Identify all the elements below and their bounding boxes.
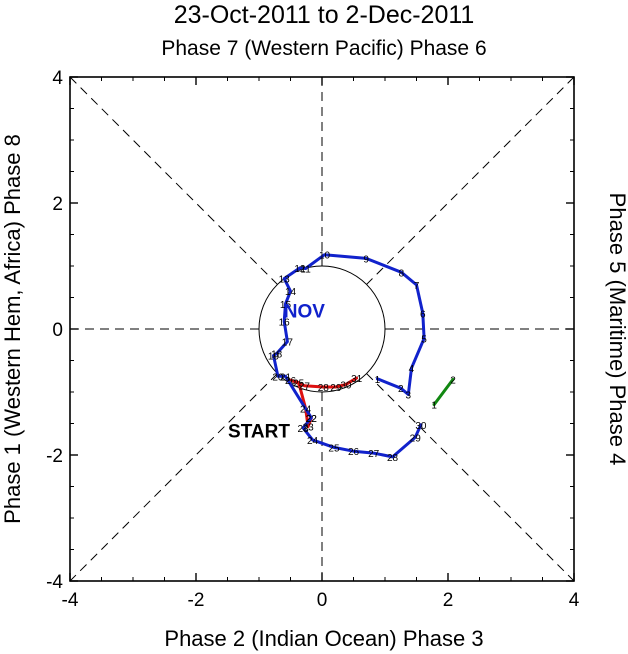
day-label: 24 xyxy=(300,404,312,415)
x-tick-label: 4 xyxy=(569,590,580,611)
day-label: 16 xyxy=(279,317,291,328)
month-label: START xyxy=(228,421,290,442)
day-label: 27 xyxy=(299,382,311,393)
series-line-oct xyxy=(289,376,359,429)
day-label: 17 xyxy=(282,338,294,349)
day-label: 11 xyxy=(300,265,311,276)
day-label: 8 xyxy=(399,268,405,279)
unit-circle xyxy=(258,265,386,393)
day-label: 27 xyxy=(368,449,380,460)
dashed-diagonal-top-right xyxy=(366,76,575,285)
day-label: 31 xyxy=(351,374,363,385)
day-label: 15 xyxy=(280,300,292,311)
day-label: 12 xyxy=(294,264,306,275)
x-tick-label: -4 xyxy=(62,590,79,611)
day-label: 19 xyxy=(268,351,280,362)
y-tick-label: 2 xyxy=(52,194,63,215)
month-label: NOV xyxy=(284,302,326,323)
right-axis-label: Phase 5 (Maritime) Phase 4 xyxy=(605,193,628,466)
y-axis-label: Phase 1 (Western Hem, Africa) Phase 8 xyxy=(0,134,25,524)
day-label: 30 xyxy=(415,421,427,432)
day-label: 2 xyxy=(450,375,456,386)
series-line-dec xyxy=(432,377,455,407)
chart-subtitle: Phase 7 (Western Pacific) Phase 6 xyxy=(161,37,486,60)
day-label: 21 xyxy=(280,372,292,383)
data-series xyxy=(272,253,455,459)
day-label: 5 xyxy=(421,334,427,345)
day-label: 23 xyxy=(303,423,315,434)
x-axis-label: Phase 2 (Indian Ocean) Phase 3 xyxy=(164,626,483,651)
plot-grid xyxy=(69,76,575,582)
day-label: 10 xyxy=(319,251,331,262)
day-label: 29 xyxy=(410,433,422,444)
day-label: 28 xyxy=(318,383,330,394)
day-label: 20 xyxy=(272,372,284,383)
day-label: 29 xyxy=(330,383,342,394)
day-label: 7 xyxy=(414,281,420,292)
day-label: 9 xyxy=(363,254,369,265)
x-tick-label: 2 xyxy=(443,590,454,611)
chart-title: 23-Oct-2011 to 2-Dec-2011 xyxy=(174,1,475,29)
day-label: 6 xyxy=(420,309,426,320)
y-tick-label: -4 xyxy=(46,572,63,593)
x-tick-label: 0 xyxy=(317,590,328,611)
day-label: 25 xyxy=(293,379,305,390)
day-label: 26 xyxy=(348,447,360,458)
day-label: 22 xyxy=(306,414,318,425)
series-line-nov xyxy=(272,253,426,459)
day-label: 24 xyxy=(307,436,319,447)
y-tick-label: 4 xyxy=(52,68,63,89)
day-label: 26 xyxy=(285,376,297,387)
day-label: 4 xyxy=(409,364,415,375)
day-label: 28 xyxy=(387,453,399,464)
x-tick-label: -2 xyxy=(188,590,205,611)
day-label: 2 xyxy=(398,384,404,395)
day-label: 22 xyxy=(306,414,318,425)
day-label: 13 xyxy=(279,275,291,286)
y-tick-label: 0 xyxy=(52,320,63,341)
day-label: 30 xyxy=(340,380,352,391)
day-label: 1 xyxy=(431,401,437,412)
y-tick-label: -2 xyxy=(46,446,63,467)
dashed-diagonal-bottom-left xyxy=(69,373,278,582)
day-label: 14 xyxy=(285,287,297,298)
dashed-diagonal-bottom-right xyxy=(366,373,575,582)
day-label: 3 xyxy=(406,391,412,402)
day-label: 18 xyxy=(271,350,283,361)
dashed-diagonal-top-left xyxy=(69,76,278,285)
day-label: 23 xyxy=(298,424,310,435)
day-label: 25 xyxy=(328,443,340,454)
day-label: 1 xyxy=(375,375,381,386)
